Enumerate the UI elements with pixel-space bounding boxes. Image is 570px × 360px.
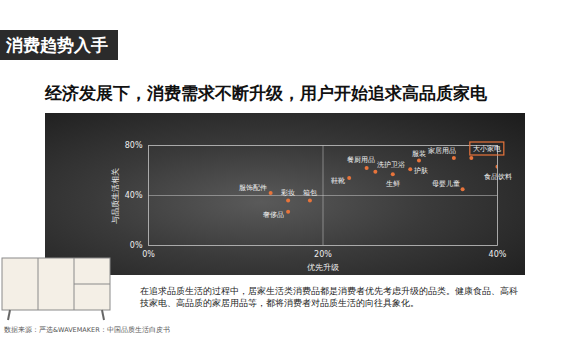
html-text:经济发展下，消费需求不断升级，用户开始追求高品质家电: 经济发展下，消费需求不断升级，用户开始追求高品质家电	[45, 83, 487, 103]
svg-text:优先升级: 优先升级	[307, 263, 339, 272]
svg-text:40%: 40%	[489, 250, 507, 259]
svg-text:80%: 80%	[125, 141, 143, 150]
svg-text:鞋靴: 鞋靴	[331, 177, 345, 185]
svg-text:餐厨用品: 餐厨用品	[347, 156, 375, 164]
svg-text:奢侈品: 奢侈品	[263, 211, 284, 219]
svg-text:与品质生活相关: 与品质生活相关	[111, 168, 120, 224]
svg-text:20%: 20%	[314, 250, 332, 259]
svg-text:0%: 0%	[142, 250, 155, 259]
svg-text:彩妆: 彩妆	[281, 189, 295, 197]
svg-text:生鲜: 生鲜	[386, 179, 400, 187]
svg-text:服装: 服装	[412, 150, 426, 158]
svg-text:护肤: 护肤	[413, 166, 428, 174]
svg-text:服饰配件: 服饰配件	[239, 184, 267, 192]
svg-text:箱包: 箱包	[303, 189, 317, 197]
svg-text:0%: 0%	[130, 241, 143, 250]
svg-text:洗护卫浴: 洗护卫浴	[377, 161, 405, 169]
svg-text:大小家电: 大小家电	[473, 145, 501, 153]
html-text:数据来源：严选&WAVEMAKER：中国品质生活白皮书: 数据来源：严选&WAVEMAKER：中国品质生活白皮书	[4, 326, 170, 334]
svg-text:食品饮料: 食品饮料	[484, 173, 512, 181]
html-text:消费趋势入手: 消费趋势入手	[6, 35, 108, 55]
html-text:在追求品质生活的过程中，居家生活类消费品都是消费者优先考虑升: 在追求品质生活的过程中，居家生活类消费品都是消费者优先考虑升级的品类。健康食品、…	[140, 286, 518, 308]
svg-text:40%: 40%	[125, 191, 143, 200]
svg-text:家居用品: 家居用品	[428, 147, 456, 155]
svg-text:母婴儿童: 母婴儿童	[432, 179, 460, 187]
